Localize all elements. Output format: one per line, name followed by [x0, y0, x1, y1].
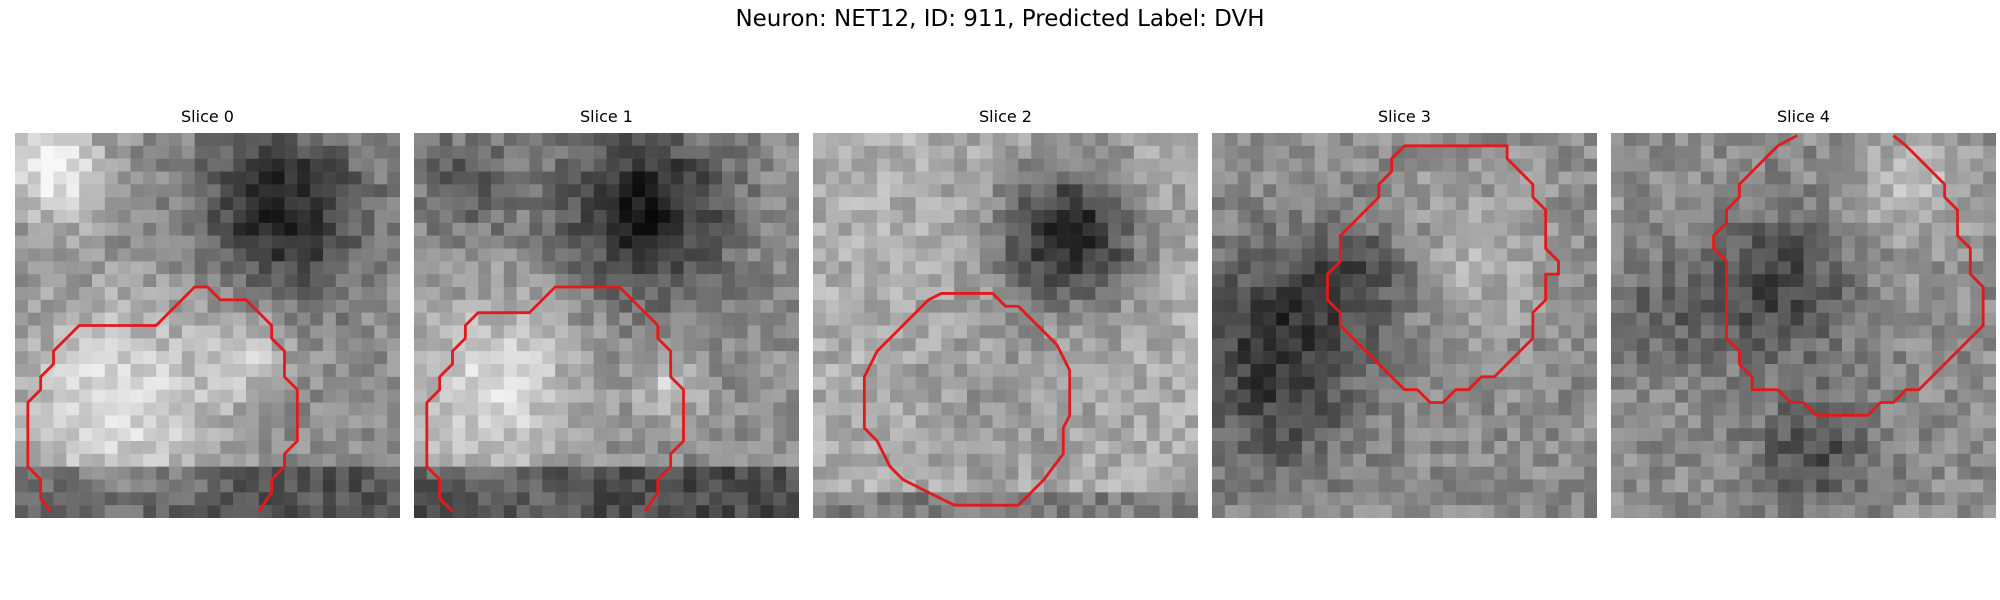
- slice-image-4: [1611, 133, 1996, 518]
- figure-title: Neuron: NET12, ID: 911, Predicted Label:…: [735, 6, 1265, 32]
- neuron-contour-0: [26, 285, 299, 513]
- slice-title-0: Slice 0: [181, 107, 234, 126]
- neuron-contour-1: [425, 285, 685, 513]
- pixel-grid-2: [813, 133, 1198, 518]
- pixel-grid-3: [1212, 133, 1597, 518]
- pixel-grid-1: [414, 133, 799, 518]
- slice-panel-4: Slice 4: [1611, 107, 1996, 522]
- slice-image-1: [414, 133, 799, 518]
- slice-image-3: [1212, 133, 1597, 518]
- neuron-contour-2: [862, 292, 1072, 507]
- slice-panel-3: Slice 3: [1212, 107, 1597, 522]
- slice-panel-1: Slice 1: [414, 107, 799, 522]
- slice-image-2: [813, 133, 1198, 518]
- slice-title-1: Slice 1: [580, 107, 633, 126]
- slice-title-4: Slice 4: [1777, 107, 1830, 126]
- neuron-contour-3: [1326, 144, 1560, 404]
- pixel-grid-0: [15, 133, 400, 518]
- slice-title-3: Slice 3: [1378, 107, 1431, 126]
- slice-panel-0: Slice 0: [15, 107, 400, 522]
- pixel-grid-4: [1611, 133, 1996, 518]
- slice-image-0: [15, 133, 400, 518]
- slice-panel-2: Slice 2: [813, 107, 1198, 522]
- neuron-contour-4: [1712, 134, 1985, 417]
- slice-title-2: Slice 2: [979, 107, 1032, 126]
